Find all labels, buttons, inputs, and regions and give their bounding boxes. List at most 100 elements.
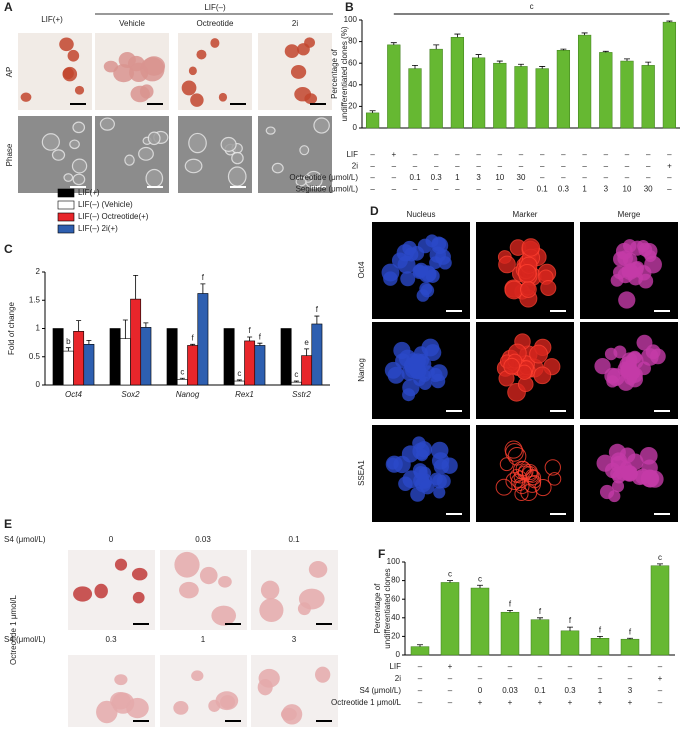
y-tick-label: 2: [36, 267, 41, 276]
error-bar: [496, 60, 503, 64]
condition-value: –: [519, 150, 524, 159]
bar: [166, 328, 178, 386]
condition-value: –: [561, 150, 566, 159]
significance-letter: f: [629, 627, 632, 636]
bar: [280, 328, 292, 386]
y-tick-label: 0: [36, 380, 41, 389]
legend-swatch: [57, 188, 75, 198]
error-bar: [76, 320, 82, 332]
cell: [395, 353, 411, 369]
error-bar: [200, 283, 206, 294]
cell: [415, 448, 429, 462]
condition-value: –: [498, 185, 503, 194]
cell: [99, 117, 115, 131]
error-bar: [447, 580, 453, 583]
cell: [436, 474, 451, 489]
condition-value: –: [625, 150, 630, 159]
condition-value: +: [598, 698, 603, 707]
condition-value: –: [448, 686, 453, 695]
cell: [420, 479, 435, 495]
error-bar: [567, 626, 573, 631]
significance-letter: f: [259, 332, 262, 341]
y-tick-label: 1: [36, 324, 41, 333]
condition-value: –: [628, 674, 633, 683]
error-bar: [314, 315, 320, 324]
label: LIF(+): [41, 15, 63, 24]
condition-value: –: [561, 173, 566, 182]
condition-value: –: [498, 162, 503, 171]
condition-value: –: [476, 185, 481, 194]
cell: [313, 117, 330, 134]
cell: [73, 586, 93, 602]
cell: [519, 281, 537, 298]
condition-value: 0.3: [431, 173, 443, 182]
label: Nanog: [357, 358, 366, 382]
bar: [83, 344, 95, 386]
cell: [613, 345, 627, 359]
condition-value: –: [370, 185, 375, 194]
cell: [188, 132, 207, 154]
bar: [577, 34, 592, 129]
condition-value: –: [604, 150, 609, 159]
label: B: [345, 0, 354, 14]
condition-value: 0.3: [558, 185, 570, 194]
label: 0.3: [105, 635, 117, 644]
label: Oct4: [357, 261, 366, 278]
cell: [308, 561, 328, 578]
significance-letter: f: [202, 273, 205, 282]
x-tick-label: Nanog: [176, 390, 200, 399]
significance-letter: f: [509, 599, 512, 608]
cell: [618, 291, 636, 309]
cell: [258, 668, 280, 688]
label: D: [370, 204, 379, 218]
bar: [620, 60, 634, 129]
cell: [416, 289, 430, 302]
condition-value: +: [478, 698, 483, 707]
condition-value: –: [413, 162, 418, 171]
y-tick-label: 40: [348, 80, 357, 89]
cell: [71, 158, 88, 174]
error-bar: [257, 342, 263, 346]
condition-value: –: [646, 162, 651, 171]
cell: [113, 64, 135, 83]
cell: [63, 173, 74, 182]
label: LIF(–): [204, 3, 226, 12]
cell: [259, 598, 284, 623]
error-bar: [412, 64, 418, 69]
error-bar: [454, 33, 461, 38]
condition-value: –: [455, 185, 460, 194]
cell: [147, 131, 161, 146]
condition-label: 2i: [352, 162, 358, 171]
condition-label: Octreotide 1 μmol/L: [331, 698, 402, 707]
significance-letter: c: [478, 574, 482, 583]
legend-swatch: [57, 212, 75, 222]
condition-value: –: [418, 686, 423, 695]
error-bar: [602, 50, 609, 53]
condition-value: –: [628, 662, 633, 671]
cell: [396, 244, 414, 262]
condition-label: Seglitide (μmol/L): [296, 185, 359, 194]
legend-label: LIF(–) Octreotide(+): [78, 212, 149, 221]
y-axis-label: undifferentiated clones: [383, 568, 392, 648]
condition-value: –: [392, 162, 397, 171]
cell: [534, 478, 552, 497]
cell: [190, 93, 204, 107]
cell: [646, 470, 664, 488]
cell: [622, 466, 636, 480]
cell: [533, 366, 552, 385]
bar: [254, 345, 266, 386]
label: 0: [109, 535, 114, 544]
y-axis-label: Percentage of: [373, 583, 382, 634]
cell: [612, 470, 626, 484]
condition-value: –: [455, 162, 460, 171]
legend-label: LIF(–) (Vehicle): [78, 200, 133, 209]
condition-value: 10: [623, 185, 632, 194]
label: Octreotide 1 μmol/L: [9, 594, 18, 665]
condition-value: –: [625, 162, 630, 171]
condition-value: –: [519, 162, 524, 171]
label: 0.03: [195, 535, 211, 544]
bar: [408, 68, 422, 129]
x-tick-label: Sox2: [121, 390, 140, 399]
cell: [514, 486, 529, 502]
bar: [62, 350, 74, 386]
